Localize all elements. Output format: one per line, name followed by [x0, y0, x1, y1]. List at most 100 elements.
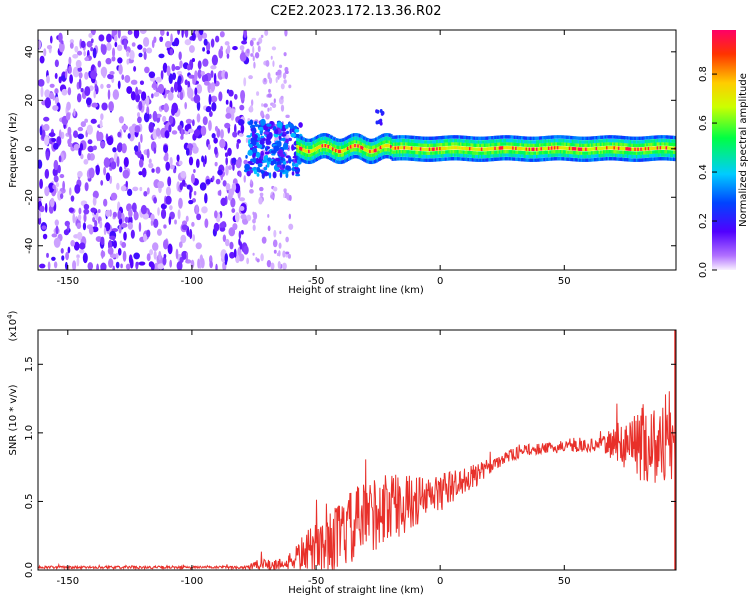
spectrogram-cell: [533, 147, 536, 151]
spectrogram-cell: [328, 152, 332, 157]
spectrogram-cell: [157, 263, 164, 270]
spectrogram-cell: [623, 150, 627, 155]
spectrogram-cell: [302, 137, 305, 141]
spectrogram-cell: [46, 75, 50, 84]
spectrogram-cell: [337, 145, 341, 150]
spectrogram-cell: [107, 247, 114, 255]
spectrogram-cell: [454, 138, 457, 143]
spectrogram-cell: [186, 64, 191, 71]
spectrogram-cell: [530, 158, 533, 162]
spectrogram-cell: [412, 153, 415, 158]
spectrogram-cell: [483, 140, 487, 144]
spectrogram-cell: [92, 190, 99, 199]
spectrogram-cell: [580, 143, 584, 148]
spectrogram-cell: [381, 137, 384, 142]
spectrogram-cell: [283, 79, 287, 84]
spectrogram-cell: [521, 154, 524, 158]
spectrogram-cell: [210, 65, 217, 70]
spectrogram-cell: [495, 157, 499, 161]
spectrogram-cell: [635, 147, 639, 151]
spectrogram-cell: [392, 157, 396, 161]
spectrogram-cell: [430, 143, 433, 148]
spectrogram-cell: [357, 155, 360, 159]
spectrogram-cell: [527, 143, 530, 148]
spectrogram-cell: [449, 138, 453, 143]
spectrogram-cell: [261, 236, 267, 244]
spectrogram-cell: [163, 154, 169, 162]
spectrogram-cell: [382, 151, 386, 156]
spectrogram-cell: [278, 250, 281, 257]
spectrogram-cell: [495, 150, 499, 154]
spectrogram-cell: [460, 135, 463, 139]
spectrogram-cell: [360, 156, 363, 161]
spectrogram-cell: [79, 143, 84, 151]
spectrogram-cell: [656, 150, 660, 154]
spectrogram-cell: [142, 213, 149, 220]
spectrogram-cell: [509, 142, 512, 146]
spectrogram-cell: [655, 157, 658, 161]
spectrogram-cell: [458, 135, 462, 139]
spectrogram-cell: [656, 142, 660, 146]
spectrogram-cell: [668, 153, 672, 158]
spectrogram-cell: [376, 109, 380, 114]
spectrogram-cell: [644, 151, 648, 155]
spectrogram-cell: [406, 138, 410, 143]
spectrogram-cell: [293, 151, 297, 157]
spectrogram-cell: [130, 91, 136, 101]
spectrogram-cell: [171, 130, 178, 135]
spectrogram-cell: [613, 150, 617, 154]
spectrogram-cell: [339, 138, 342, 143]
spectrogram-cell: [582, 151, 585, 155]
spectrogram-cell: [84, 56, 90, 62]
spectrogram-cell: [128, 209, 133, 218]
spectrogram-cell: [565, 157, 569, 161]
spectrogram-cell: [99, 119, 103, 129]
spectrogram-cell: [498, 157, 502, 161]
spectrogram-cell: [109, 235, 116, 240]
spectrogram-cell: [501, 135, 505, 139]
spectrogram-cell: [92, 197, 97, 206]
spectrogram-cell: [455, 146, 459, 150]
spectrogram-cell: [494, 146, 497, 151]
spectrogram-cell: [315, 157, 319, 162]
spectrogram-cell: [224, 253, 229, 263]
spectrogram-cell: [442, 135, 445, 140]
spectrogram-cell: [556, 142, 560, 146]
spectrogram-cell: [229, 251, 235, 259]
spectrogram-cell: [664, 135, 667, 139]
spectrogram-cell: [151, 93, 154, 99]
spectrogram-cell: [394, 139, 398, 143]
spectrogram-cell: [483, 158, 487, 162]
spectrogram-cell: [562, 150, 566, 154]
spectrogram-cell: [515, 139, 518, 143]
spectrogram-cell: [392, 150, 396, 154]
spectrogram-cell: [122, 169, 130, 179]
spectrogram-cell: [594, 147, 597, 151]
spectrogram-cell: [246, 214, 252, 221]
spectrogram-cell: [525, 136, 529, 140]
spectrogram-cell: [410, 139, 414, 143]
spectrogram-cell: [297, 149, 301, 153]
spectrogram-cell: [53, 159, 59, 171]
spectrogram-cell: [439, 139, 442, 144]
spectrogram-cell: [457, 150, 460, 154]
spectrogram-cell: [199, 30, 204, 36]
spectrogram-cell: [428, 147, 432, 151]
spectrogram-cell: [431, 154, 435, 159]
spectrogram-cell: [546, 150, 550, 154]
spectrogram-cell: [652, 139, 655, 143]
spectrogram-cell: [388, 144, 392, 148]
spectrogram-cell: [500, 153, 503, 157]
spectrogram-cell: [628, 140, 631, 144]
spectrogram-cell: [345, 140, 348, 144]
spectrogram-cell: [381, 134, 384, 138]
spectrogram-cell: [467, 146, 471, 151]
spectrogram-cell: [225, 112, 232, 119]
spectrogram-cell: [324, 147, 328, 152]
spectrogram-cell: [397, 135, 401, 139]
spectrogram-cell: [482, 151, 485, 155]
spectrogram-cell: [299, 139, 302, 143]
spectrogram-cell: [308, 138, 311, 143]
spectrogram-cell: [297, 145, 301, 150]
spectrogram-cell: [245, 154, 248, 159]
